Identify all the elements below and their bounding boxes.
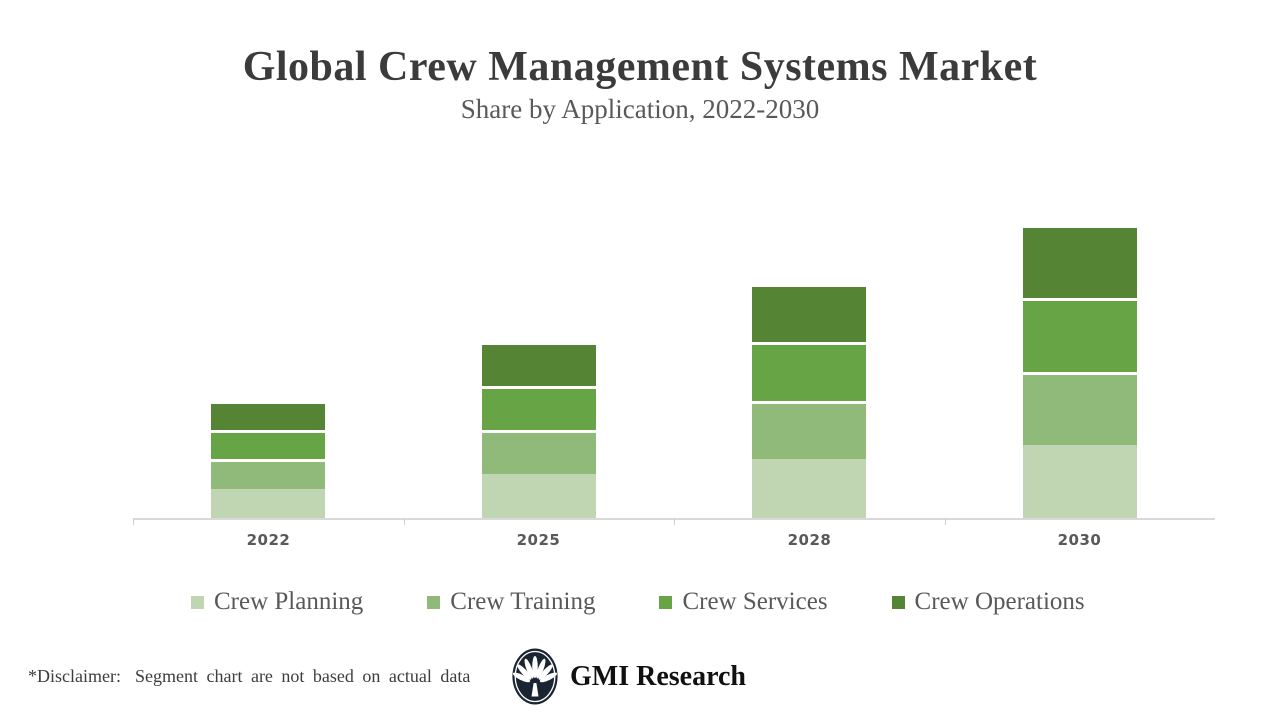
segment-crew-operations-2030 xyxy=(1022,225,1137,299)
brand-lockup: GMI Research xyxy=(512,648,746,705)
segment-crew-operations-2028 xyxy=(752,283,867,343)
legend-label: Crew Operations xyxy=(914,588,1085,615)
x-axis-tick xyxy=(944,518,946,525)
x-label-2030: 2030 xyxy=(1057,531,1102,549)
legend-label: Crew Training xyxy=(450,588,596,615)
chart-title: Global Crew Management Systems Market xyxy=(242,44,1038,90)
legend-swatch-icon xyxy=(891,595,905,609)
segment-crew-planning-2025 xyxy=(481,474,596,518)
stacked-bar-2025 xyxy=(481,342,596,518)
segment-crew-training-2025 xyxy=(481,430,596,475)
legend-item-crew-training: Crew Training xyxy=(427,588,595,616)
gmi-research-logo-icon xyxy=(512,648,558,705)
x-label-2025: 2025 xyxy=(516,531,561,549)
segment-crew-operations-2022 xyxy=(211,400,326,431)
disclaimer-label: *Disclaimer: xyxy=(28,666,121,686)
disclaimer-text: *Disclaimer: Segment chart are not based … xyxy=(28,666,470,687)
brand-name: GMI Research xyxy=(570,660,746,692)
segment-crew-services-2030 xyxy=(1022,298,1137,372)
disclaimer-body: Segment chart are not based on actual da… xyxy=(134,666,471,686)
x-axis-tick xyxy=(403,518,405,525)
legend-label: Crew Services xyxy=(682,588,828,615)
legend-item-crew-planning: Crew Planning xyxy=(191,588,363,616)
legend-item-crew-services: Crew Services xyxy=(659,588,828,616)
x-label-2022: 2022 xyxy=(246,531,291,549)
segment-crew-planning-2022 xyxy=(211,488,326,518)
x-axis-tick xyxy=(674,518,675,525)
segment-crew-services-2028 xyxy=(752,342,867,401)
segment-crew-services-2022 xyxy=(211,430,326,460)
segment-crew-planning-2030 xyxy=(1022,444,1137,518)
segment-crew-operations-2025 xyxy=(481,342,596,387)
legend: Crew Planning Crew Training Crew Service… xyxy=(191,588,1085,616)
x-axis-labels: 2022 2025 2028 2030 xyxy=(133,531,1215,551)
legend-label: Crew Planning xyxy=(214,588,364,615)
segment-crew-training-2022 xyxy=(211,459,326,489)
stacked-bar-2028 xyxy=(752,283,867,518)
segment-crew-training-2030 xyxy=(1022,371,1137,445)
segment-crew-services-2025 xyxy=(481,386,596,431)
x-axis-tick xyxy=(133,518,134,525)
legend-swatch-icon xyxy=(659,595,673,609)
segment-crew-planning-2028 xyxy=(752,459,867,518)
chart-subtitle: Share by Application, 2022-2030 xyxy=(460,94,820,125)
chart-header: Global Crew Management Systems Market Sh… xyxy=(0,44,1280,125)
legend-swatch-icon xyxy=(191,595,204,609)
legend-swatch-icon xyxy=(427,595,441,609)
segment-crew-training-2028 xyxy=(752,400,867,460)
x-label-2028: 2028 xyxy=(787,531,832,549)
legend-item-crew-operations: Crew Operations xyxy=(891,588,1085,616)
plot-area xyxy=(133,149,1215,525)
stacked-bar-2030 xyxy=(1022,225,1137,518)
stacked-bar-2022 xyxy=(211,400,326,518)
